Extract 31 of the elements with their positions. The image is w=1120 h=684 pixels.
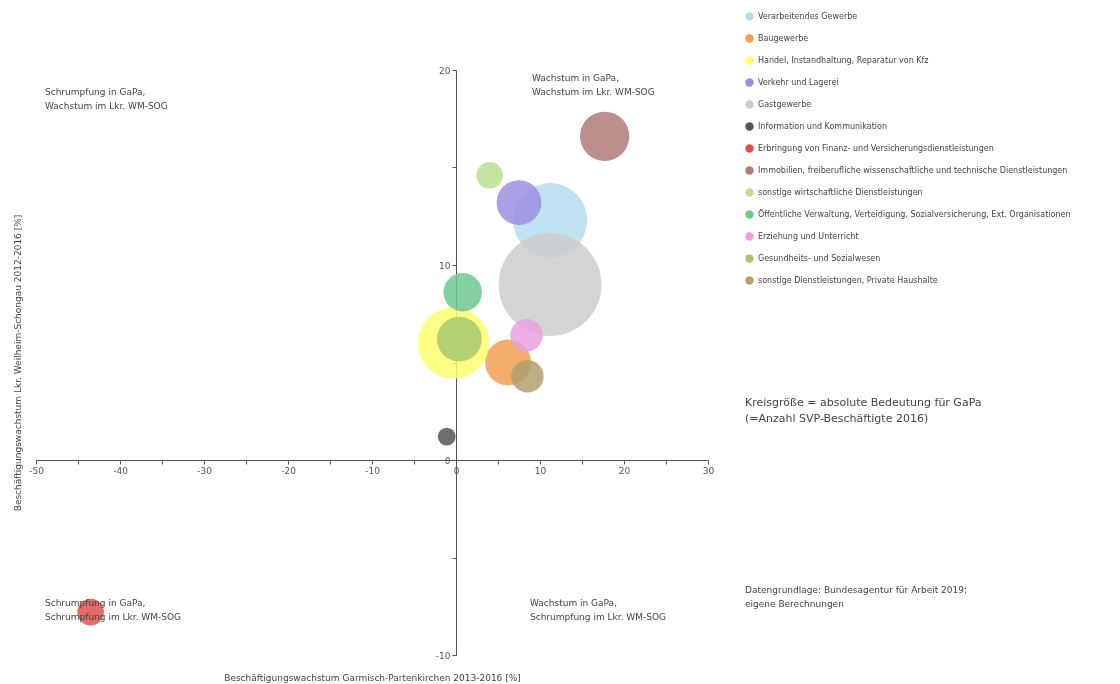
y-tick-label: -10 [435, 650, 451, 661]
x-tick-label: -10 [365, 465, 381, 476]
text: Datengrundlage: Bundesagentur für Arbeit 2019; eigene Berechnungen [745, 585, 968, 609]
annotation: Wachstum in GaPa, Schrumpfung im Lkr. WM-SOG [530, 598, 667, 622]
x-tick-label: -20 [281, 465, 297, 476]
y-tick-label: 20 [439, 65, 451, 76]
x-tick-label: 10 [534, 465, 547, 476]
legend-label: Information und Kommunikation [758, 121, 888, 131]
x-axis-title: Beschäftigungswachstum Garmisch-Partenkirchen 2013-2016 [%] [224, 672, 521, 683]
legend-label: Verarbeitendes Gewerbe [758, 11, 858, 21]
legend-label: Erziehung und Unterricht [758, 231, 859, 241]
legend-label: Verkehr und Lagerei [758, 77, 839, 87]
legend-label: Öffentliche Verwaltung, Verteidigung, Sozialversicherung, Ext. Organisationen [758, 208, 1071, 219]
annotation: Schrumpfung in GaPa, Wachstum im Lkr. WM-SOG [45, 87, 168, 111]
legend-label: Immobilien, freiberufliche wissenschaftliche und technische Dienstleistungen [758, 165, 1068, 175]
legend-label: Erbringung von Finanz- und Versicherungsdienstleistungen [758, 143, 994, 153]
legend-label: Handel, Instandhaltung, Reparatur von Kfz [758, 55, 929, 65]
legend-label: sonstige wirtschaftliche Dienstleistungen [758, 187, 923, 197]
x-tick-label: -50 [29, 465, 45, 476]
x-tick-label: 30 [702, 465, 715, 476]
y-tick-label: 10 [439, 260, 451, 271]
legend-label: Gesundheits- und Sozialwesen [758, 253, 881, 263]
y-axis-title: Beschäftigungswachstum Lkr. Weilheim-Schongau 2012-2016 [%] [12, 214, 23, 512]
annotation: Wachstum in GaPa, Wachstum im Lkr. WM-SOG [532, 73, 655, 97]
x-tick-label: -40 [113, 465, 129, 476]
x-tick-label: -30 [197, 465, 213, 476]
text: Kreisgröße = absolute Bedeutung für GaPa (=Anzahl SVP-Beschäftigte 2016) [745, 396, 982, 425]
legend-label: Gastgewerbe [758, 99, 812, 109]
legend-label: Baugewerbe [758, 33, 809, 43]
x-tick-label: 20 [618, 465, 631, 476]
legend-label: sonstige Dienstleistungen, Private Haushalte [758, 275, 938, 285]
